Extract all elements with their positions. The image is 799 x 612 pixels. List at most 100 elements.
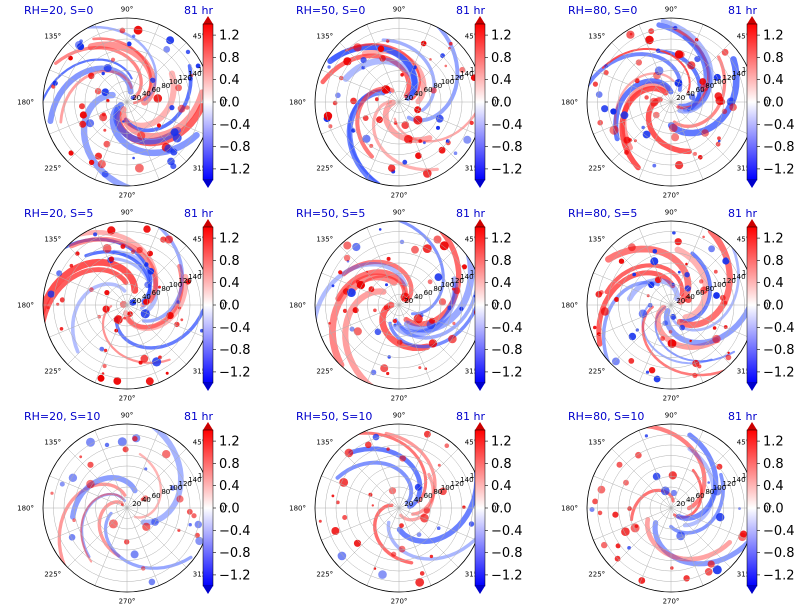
field-cell: [612, 357, 620, 366]
field-arc: [120, 89, 205, 139]
radial-tick-label: 120: [723, 277, 736, 285]
colorbar-tick-label: 0.4: [219, 276, 240, 291]
radial-tick-label: 100: [169, 281, 182, 289]
field-cell: [429, 58, 432, 61]
colorbar-tick-label: −1.2: [491, 365, 523, 380]
colorbar-tick-label: 0.4: [219, 479, 240, 494]
colorbar: [202, 429, 214, 587]
field-cell: [165, 371, 169, 375]
field-cell: [113, 315, 123, 325]
angular-gridline: [398, 507, 477, 541]
panel-6: RH=80, S=5 81 hr 0° 45° 90° 135° 180° 225° 270° 3…: [561, 207, 794, 403]
angular-gridline: [670, 227, 704, 306]
angular-gridline: [67, 448, 128, 509]
field-cell: [449, 41, 453, 46]
field-cell: [592, 81, 599, 87]
field-cell: [180, 318, 184, 322]
field-cell: [106, 99, 110, 103]
field-cell: [133, 25, 143, 35]
angle-tick-label: 45°: [465, 33, 477, 41]
field-cell: [459, 66, 466, 73]
field-cell: [669, 123, 678, 133]
field-cell: [674, 238, 682, 246]
field-arc: [135, 424, 184, 526]
colorbar: [746, 23, 758, 181]
field-cell: [381, 85, 391, 94]
colorbar-tick-label: 0.4: [491, 73, 512, 88]
radial-tick-label: 80: [433, 285, 442, 293]
field-cell: [616, 461, 623, 468]
colorbar-tick-label: 0.8: [491, 254, 512, 269]
panel-7: RH=20, S=10 81 hr 0° 45° 90° 135° 180° 225° 270°…: [17, 410, 250, 606]
field-cell: [153, 94, 163, 103]
angle-tick-label: 90°: [121, 412, 133, 420]
panel-2: RH=50, S=0 81 hr 0° 45° 90° 135° 180° 225° 270° 3…: [289, 4, 522, 200]
panel-title: RH=80, S=10: [568, 410, 644, 423]
colorbar-tick-label: 0.8: [219, 254, 240, 269]
field-cell: [143, 225, 151, 233]
angular-gridline: [339, 42, 400, 103]
field-arc: [379, 301, 431, 352]
field-cell: [79, 455, 83, 459]
panel-8: RH=50, S=10 81 hr 0° 45° 90° 135° 180° 225° 270°…: [289, 410, 522, 606]
field-arc: [371, 99, 439, 172]
angular-gridline: [94, 507, 128, 586]
field-cell: [713, 292, 720, 299]
field-cell: [337, 551, 347, 561]
angular-gridline: [670, 448, 731, 509]
field-cell: [97, 160, 106, 169]
angle-tick-label: 45°: [193, 33, 205, 41]
field-cell: [68, 534, 76, 541]
angle-tick-label: 315°: [465, 570, 482, 578]
field-arc: [342, 57, 420, 95]
angular-gridline: [366, 507, 400, 586]
angular-gridline: [126, 272, 205, 306]
angular-gridline: [126, 24, 160, 103]
field-arc: [660, 18, 714, 112]
colorbar-extend-min: [203, 586, 213, 594]
angular-gridline: [670, 69, 749, 103]
angle-tick-label: 315°: [737, 570, 754, 578]
field-cell: [103, 64, 112, 72]
field-cell: [188, 523, 192, 527]
field-arc: [92, 37, 153, 104]
field-cell: [184, 278, 191, 285]
angle-tick-label: 225°: [44, 164, 61, 172]
colorbar-tick-label: −1.2: [491, 162, 523, 177]
angle-tick-label: 180°: [289, 302, 306, 310]
angle-tick-label: 225°: [44, 570, 61, 578]
field-cell: [351, 128, 356, 133]
panel-title: RH=80, S=5: [568, 207, 637, 220]
colorbar-tick-label: 0.0: [219, 502, 240, 517]
angular-gridline: [670, 430, 704, 509]
field-cell: [415, 152, 422, 159]
angular-gridline: [126, 475, 205, 509]
colorbar-tick-label: −1.2: [763, 365, 795, 380]
field-cell: [122, 446, 129, 453]
colorbar-extend-min: [747, 180, 757, 188]
radial-tick-label: 100: [713, 484, 726, 492]
field-cell: [126, 41, 132, 47]
field-cell: [599, 290, 604, 295]
field-cell: [391, 551, 397, 557]
field-cell: [697, 364, 702, 369]
angular-gridline: [49, 304, 128, 338]
field-cell: [191, 513, 197, 519]
colorbar-extend-min: [203, 180, 213, 188]
field-cell: [653, 111, 660, 119]
radial-tick-label: 80: [161, 488, 170, 496]
radial-tick-label: 60: [152, 492, 161, 500]
angular-gridline: [94, 430, 128, 509]
field-cell: [142, 522, 151, 531]
field-cell: [698, 155, 703, 160]
field-arc: [134, 453, 163, 519]
angular-gridline: [638, 101, 672, 180]
colorbar-tick-label: 0.0: [763, 96, 784, 111]
field-arc: [47, 65, 134, 125]
angle-tick-label: 0°: [764, 302, 772, 310]
field-cell: [377, 45, 385, 52]
angular-gridline: [49, 272, 128, 306]
field-cell: [77, 43, 85, 51]
field-cell: [667, 339, 677, 348]
field-cell: [419, 571, 425, 576]
